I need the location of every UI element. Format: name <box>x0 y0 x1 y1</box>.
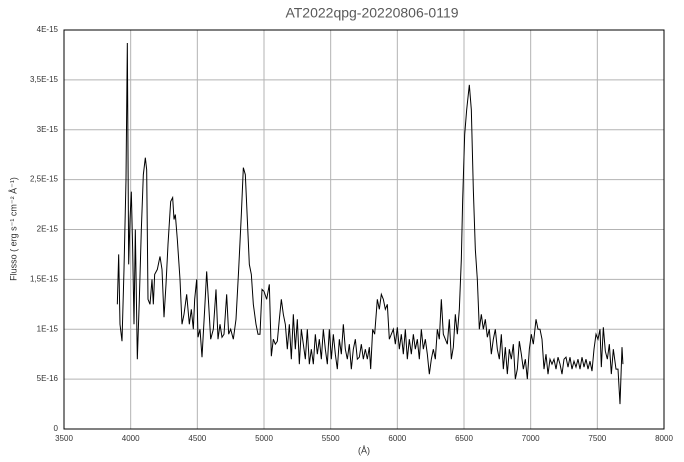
y-tick-label: 2E-15 <box>37 225 59 234</box>
chart-title: AT2022qpg-20220806-0119 <box>285 5 458 21</box>
y-tick-label: 4E-15 <box>37 25 59 34</box>
y-axis-label: Flusso ( erg s⁻¹ cm⁻² Å⁻¹) <box>8 177 18 281</box>
y-tick-label: 0 <box>54 424 59 433</box>
y-tick-label: 2,5E-15 <box>30 175 59 184</box>
y-tick-label: 5E-16 <box>37 374 59 383</box>
x-tick-label: 3500 <box>55 434 73 443</box>
x-tick-label: 6000 <box>388 434 406 443</box>
x-tick-label: 6500 <box>455 434 473 443</box>
x-tick-label: 4000 <box>122 434 140 443</box>
spectrum-line <box>116 42 624 405</box>
x-axis-label: (Å) <box>358 445 370 455</box>
plot-border <box>63 29 665 430</box>
y-tick-label: 3,5E-15 <box>30 75 59 84</box>
x-tick-label: 4500 <box>188 434 206 443</box>
y-tick-label: 1,5E-15 <box>30 274 59 283</box>
x-tick-label: 7500 <box>588 434 606 443</box>
y-tick-label: 1E-15 <box>37 324 59 333</box>
y-tick-label: 3E-15 <box>37 125 59 134</box>
x-tick-label: 5000 <box>255 434 273 443</box>
x-tick-label: 5500 <box>322 434 340 443</box>
x-tick-label: 7000 <box>522 434 540 443</box>
x-tick-label: 8000 <box>655 434 673 443</box>
